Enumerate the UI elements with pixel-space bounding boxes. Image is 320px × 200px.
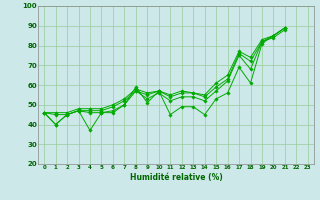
X-axis label: Humidité relative (%): Humidité relative (%) xyxy=(130,173,222,182)
